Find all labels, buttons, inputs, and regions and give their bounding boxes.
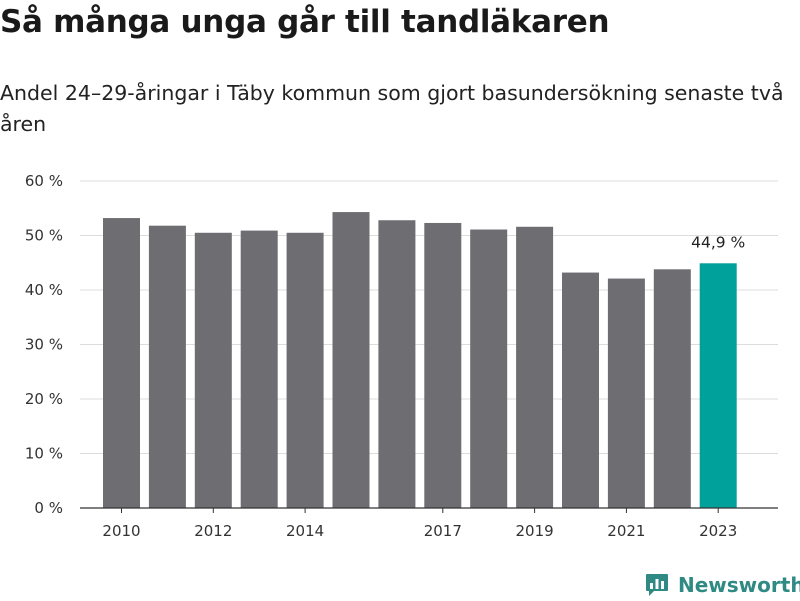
- newsworthy-chart-icon: [645, 573, 669, 597]
- bar-2018: [470, 229, 508, 508]
- y-axis-ticks: 0 % 10 % 20 % 30 % 40 % 50 % 60 %: [25, 172, 63, 517]
- y-tick-label: 10 %: [25, 445, 63, 463]
- bar-2019: [516, 226, 554, 508]
- x-tick-label: 2017: [424, 522, 462, 540]
- chart-title: Så många unga går till tandläkaren: [0, 4, 610, 40]
- x-tick-label: 2019: [516, 522, 554, 540]
- brand-name: Newsworthy: [678, 573, 800, 597]
- x-tick-label: 2014: [286, 522, 324, 540]
- chart-subtitle: Andel 24–29-åringar i Täby kommun som gj…: [0, 81, 784, 136]
- x-tick-label: 2012: [194, 522, 232, 540]
- brand-logo: Newsworthy: [645, 570, 800, 600]
- bar-2021: [607, 278, 645, 508]
- bar-2015: [332, 212, 370, 508]
- y-tick-label: 40 %: [25, 281, 63, 299]
- bar-2017: [424, 222, 462, 508]
- x-tick-label: 2023: [699, 522, 737, 540]
- y-tick-label: 50 %: [25, 227, 63, 245]
- x-tick-label: 2021: [607, 522, 645, 540]
- bar-2013: [240, 230, 278, 508]
- bar-2023: [699, 263, 737, 508]
- x-axis-ticks: 2010 2012 2014 2017 2019 2021 2023: [102, 508, 737, 540]
- bar-2016: [378, 220, 416, 509]
- bar-2011: [148, 225, 186, 508]
- bar-2010: [103, 218, 140, 508]
- y-tick-label: 20 %: [25, 390, 63, 408]
- bars: [103, 212, 737, 509]
- bar-2012: [194, 232, 232, 508]
- data-label: 44,9 %: [691, 233, 745, 251]
- y-tick-label: 30 %: [25, 336, 63, 354]
- bar-2020: [562, 272, 599, 508]
- bar-2022: [653, 269, 691, 508]
- bar-2014: [286, 232, 324, 508]
- x-tick-label: 2010: [102, 522, 140, 540]
- y-tick-label: 0 %: [34, 499, 63, 517]
- data-labels: 44,9 %: [691, 233, 745, 251]
- y-tick-label: 60 %: [25, 172, 63, 190]
